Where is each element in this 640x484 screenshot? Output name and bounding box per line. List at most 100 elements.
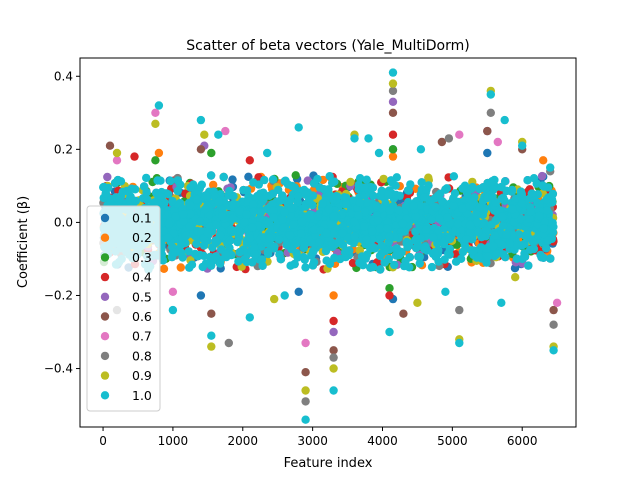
scatter-point bbox=[278, 191, 287, 200]
scatter-point bbox=[185, 263, 194, 272]
scatter-point bbox=[305, 196, 314, 205]
scatter-point bbox=[329, 291, 338, 300]
scatter-point bbox=[394, 206, 404, 215]
scatter-point bbox=[159, 264, 169, 273]
scatter-point bbox=[483, 252, 493, 261]
scatter-point bbox=[354, 211, 363, 220]
scatter-point bbox=[368, 227, 377, 236]
scatter-point bbox=[362, 235, 371, 245]
scatter-point bbox=[301, 415, 310, 424]
scatter-point bbox=[168, 305, 178, 315]
scatter-point bbox=[280, 177, 289, 186]
scatter-point bbox=[532, 179, 541, 188]
scatter-point bbox=[320, 220, 330, 229]
scatter-point bbox=[346, 177, 355, 187]
scatter-point bbox=[493, 137, 502, 147]
scatter-point bbox=[386, 176, 396, 185]
scatter-point bbox=[517, 241, 527, 250]
scatter-point bbox=[260, 175, 269, 185]
scatter-point bbox=[294, 123, 303, 132]
scatter-point bbox=[523, 176, 532, 185]
scatter-point bbox=[546, 254, 555, 263]
scatter-point bbox=[154, 101, 164, 110]
scatter-point bbox=[292, 238, 301, 248]
scatter-point bbox=[195, 217, 204, 226]
scatter-point bbox=[334, 238, 343, 247]
scatter-point bbox=[154, 148, 164, 158]
scatter-point bbox=[214, 197, 223, 206]
scatter-point bbox=[196, 115, 206, 125]
scatter-point bbox=[362, 198, 371, 207]
legend-marker bbox=[100, 253, 110, 262]
x-tick-label: 3000 bbox=[297, 434, 328, 448]
scatter-point bbox=[466, 228, 475, 237]
scatter-point bbox=[396, 247, 406, 257]
scatter-point bbox=[424, 181, 433, 190]
scatter-point bbox=[355, 258, 364, 267]
scatter-point bbox=[445, 234, 455, 244]
scatter-point bbox=[103, 172, 112, 182]
scatter-point bbox=[552, 298, 562, 307]
scatter-point bbox=[540, 217, 549, 227]
scatter-point bbox=[388, 130, 398, 139]
scatter-point bbox=[131, 196, 140, 206]
scatter-point bbox=[301, 338, 310, 348]
scatter-point bbox=[416, 145, 426, 154]
scatter-point bbox=[257, 255, 267, 264]
scatter-point bbox=[350, 232, 359, 241]
scatter-point bbox=[376, 265, 385, 274]
scatter-point bbox=[411, 236, 420, 245]
scatter-point bbox=[369, 191, 378, 200]
chart-title: Scatter of beta vectors (Yale_MultiDorm) bbox=[186, 38, 469, 54]
x-tick-label: 0 bbox=[99, 434, 107, 448]
scatter-point bbox=[198, 262, 207, 272]
scatter-point bbox=[329, 327, 338, 337]
scatter-point bbox=[296, 229, 306, 238]
scatter-point bbox=[250, 250, 259, 259]
scatter-point bbox=[479, 183, 488, 192]
scatter-point bbox=[342, 193, 351, 202]
scatter-point bbox=[274, 235, 284, 244]
scatter-point bbox=[445, 244, 454, 254]
scatter-point bbox=[268, 189, 277, 198]
scatter-point bbox=[483, 148, 492, 158]
scatter-point bbox=[329, 212, 339, 221]
scatter-point bbox=[427, 215, 436, 224]
y-tick-label: 0.2 bbox=[54, 142, 73, 156]
scatter-point bbox=[301, 386, 310, 395]
scatter-point bbox=[453, 219, 463, 229]
scatter-point bbox=[177, 240, 186, 249]
scatter-point bbox=[286, 204, 296, 213]
scatter-point bbox=[399, 309, 408, 318]
scatter-point bbox=[505, 239, 515, 248]
scatter-point bbox=[535, 211, 544, 221]
scatter-point bbox=[502, 230, 511, 239]
scatter-point bbox=[403, 186, 413, 195]
scatter-point bbox=[151, 156, 160, 165]
scatter-point bbox=[322, 229, 331, 238]
legend-label: 0.2 bbox=[132, 230, 152, 245]
legend: 0.1 0.2 0.3 0.4 0.5 0.6 0.7 0.8 0.9 1.0 bbox=[86, 205, 161, 412]
scatter-point bbox=[366, 263, 375, 272]
scatter-point bbox=[290, 259, 299, 269]
scatter-point bbox=[414, 252, 423, 261]
scatter-point bbox=[249, 243, 259, 252]
scatter-point bbox=[491, 250, 501, 259]
scatter-point bbox=[360, 207, 370, 217]
scatter-point bbox=[368, 183, 378, 192]
scatter-point bbox=[348, 196, 358, 205]
scatter-point bbox=[489, 241, 498, 251]
scatter-point bbox=[539, 224, 548, 233]
scatter-point bbox=[245, 234, 254, 243]
scatter-point bbox=[449, 172, 459, 181]
scatter-point bbox=[350, 134, 359, 143]
scatter-point bbox=[176, 263, 185, 272]
scatter-point bbox=[502, 186, 511, 196]
scatter-point bbox=[373, 216, 383, 225]
scatter-point bbox=[242, 210, 251, 219]
scatter-point bbox=[308, 247, 318, 257]
scatter-point bbox=[248, 258, 257, 267]
scatter-point bbox=[520, 252, 530, 261]
scatter-point bbox=[186, 209, 195, 219]
